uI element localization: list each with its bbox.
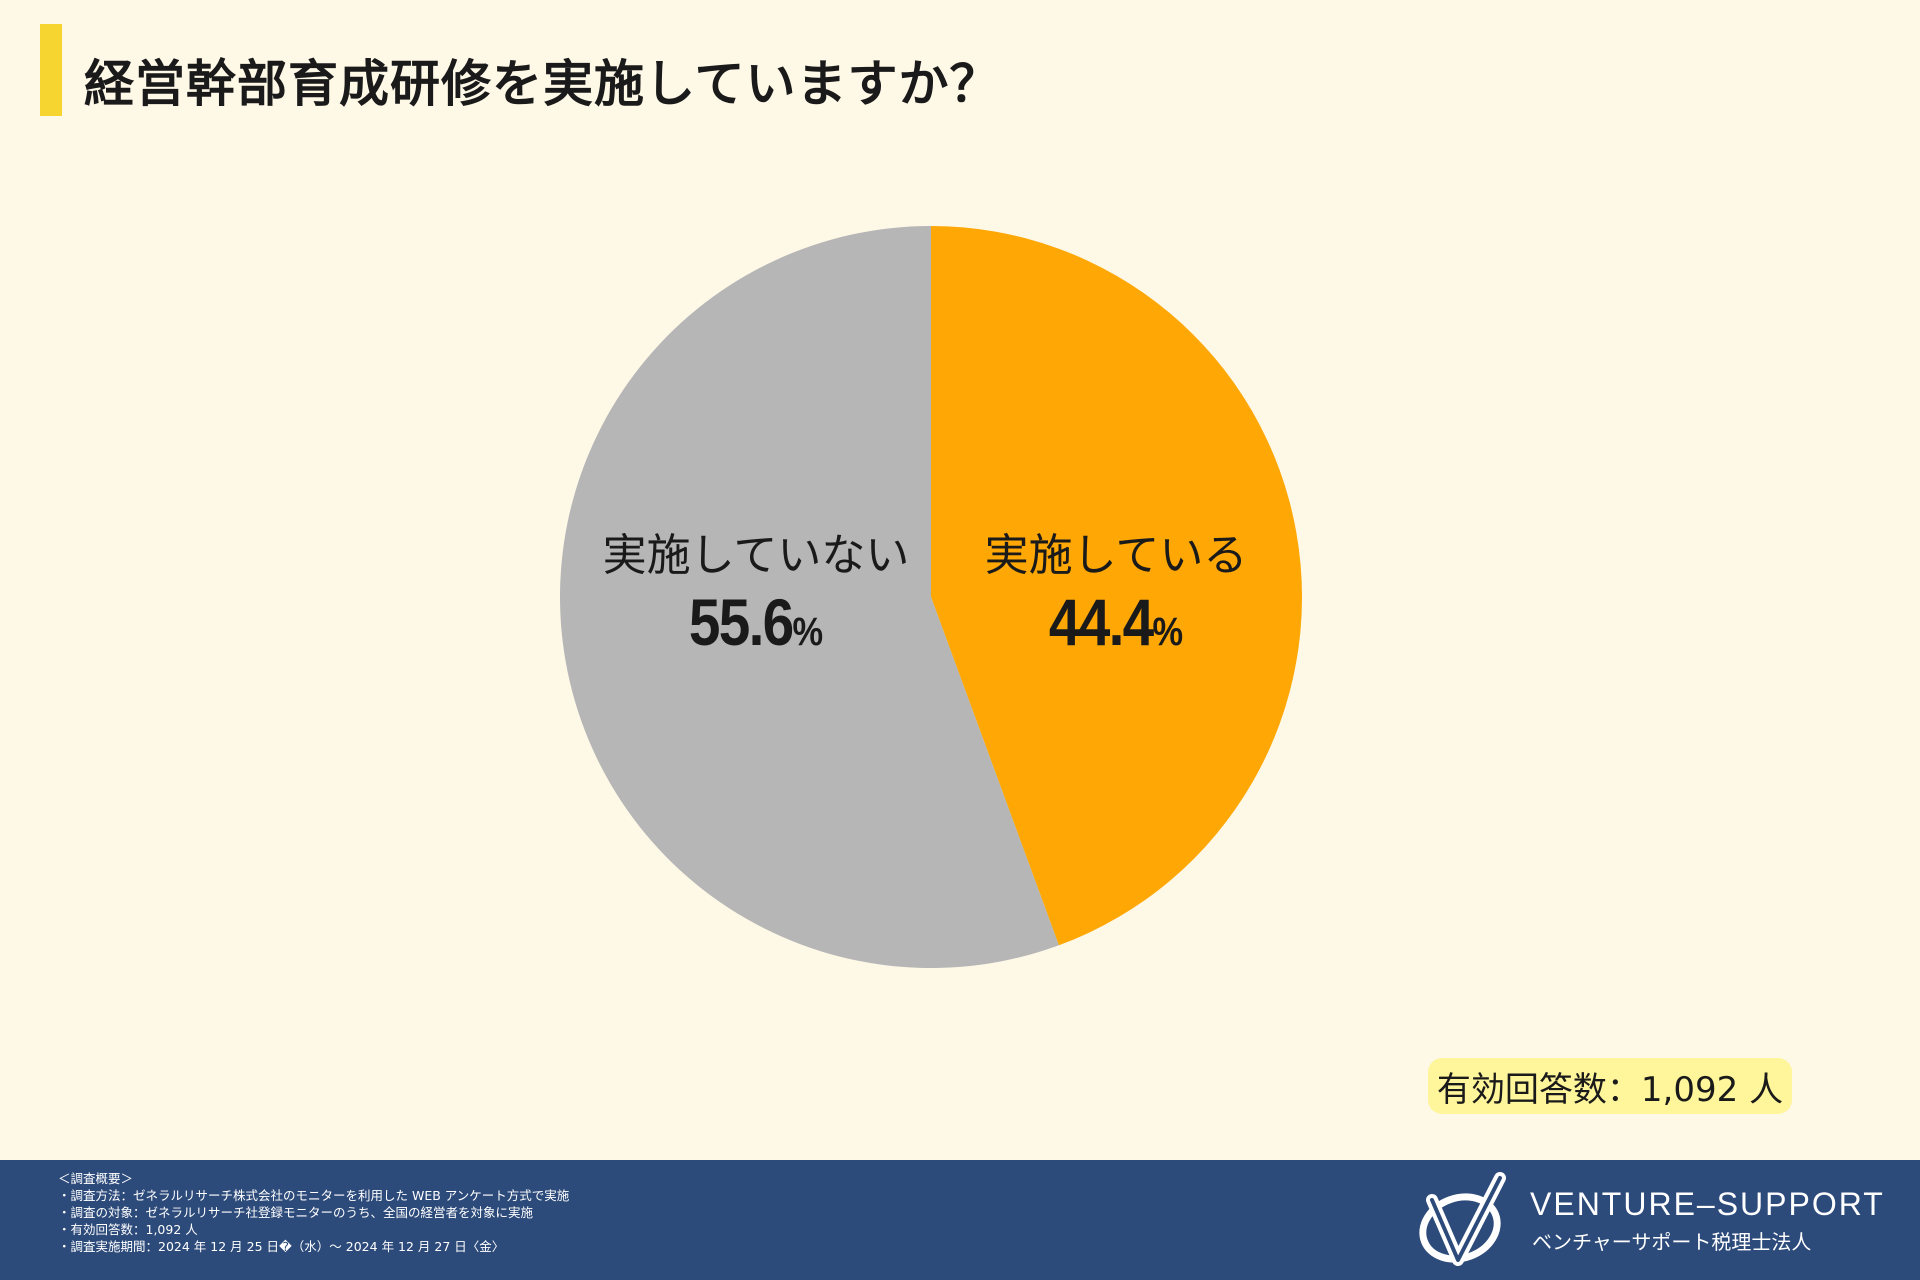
- slice-label-not-implemented: 実施していない 55.6%: [576, 530, 936, 662]
- brand-name: VENTURE–SUPPORT: [1530, 1186, 1885, 1222]
- slice-name-implemented: 実施している: [984, 530, 1248, 581]
- survey-note-target: ・調査の対象：ゼネラルリサーチ社登録モニターのうち、全国の経営者を対象に実施: [58, 1205, 534, 1220]
- pie-chart: [559, 226, 1302, 968]
- survey-note-period: ・調査実施期間：2024 年 12 月 25 日�（水）～ 2024 年 12 …: [58, 1239, 505, 1254]
- percent-sign: %: [792, 609, 824, 654]
- survey-notes: ＜調査概要＞ ・調査方法：ゼネラルリサーチ株式会社のモニターを利用した WEB …: [58, 1170, 569, 1255]
- slice-percent-implemented: 44.4%: [961, 583, 1271, 662]
- slice-name-not-implemented: 実施していない: [602, 530, 910, 581]
- responses-count-badge: 有効回答数：1,092 人: [1428, 1058, 1792, 1114]
- survey-note-responses: ・有効回答数：1,092 人: [58, 1222, 198, 1237]
- survey-note-method: ・調査方法：ゼネラルリサーチ株式会社のモニターを利用した WEB アンケート方式…: [58, 1188, 570, 1203]
- pie-slice-implemented: [931, 226, 1302, 946]
- slice-percent-not-implemented: 55.6%: [601, 583, 911, 662]
- slice-label-implemented: 実施している 44.4%: [936, 530, 1296, 662]
- slice-value-implemented: 44.4: [1048, 584, 1154, 659]
- title-accent-bar: [40, 24, 62, 116]
- brand-subtitle: ベンチャーサポート税理士法人: [1532, 1230, 1812, 1254]
- page-title: 経営幹部育成研修を実施していますか？: [84, 55, 1001, 113]
- survey-note-heading: ＜調査概要＞: [58, 1171, 134, 1186]
- footer: ＜調査概要＞ ・調査方法：ゼネラルリサーチ株式会社のモニターを利用した WEB …: [0, 1160, 1920, 1280]
- slice-value-not-implemented: 55.6: [688, 584, 794, 659]
- percent-sign: %: [1152, 609, 1184, 654]
- pie-slice-not-implemented: [559, 226, 1059, 968]
- venture-support-logo-icon: [1419, 1172, 1506, 1266]
